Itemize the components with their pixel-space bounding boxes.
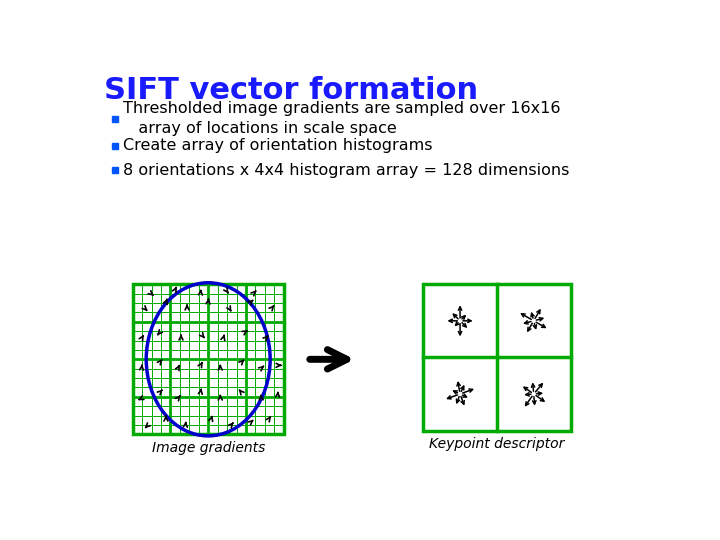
Bar <box>112 143 118 148</box>
Text: Thresholded image gradients are sampled over 16x16
   array of locations in scal: Thresholded image gradients are sampled … <box>122 102 560 136</box>
Bar <box>423 284 570 430</box>
Bar <box>112 116 118 122</box>
Text: Image gradients: Image gradients <box>151 441 265 455</box>
Text: SIFT vector formation: SIFT vector formation <box>104 76 478 105</box>
Text: Create array of orientation histograms: Create array of orientation histograms <box>122 138 432 153</box>
Text: 8 orientations x 4x4 histogram array = 128 dimensions: 8 orientations x 4x4 histogram array = 1… <box>122 163 569 178</box>
Bar <box>132 284 284 434</box>
Bar <box>112 167 118 173</box>
Bar <box>423 284 570 430</box>
Bar <box>132 284 284 434</box>
Text: Keypoint descriptor: Keypoint descriptor <box>429 437 564 451</box>
